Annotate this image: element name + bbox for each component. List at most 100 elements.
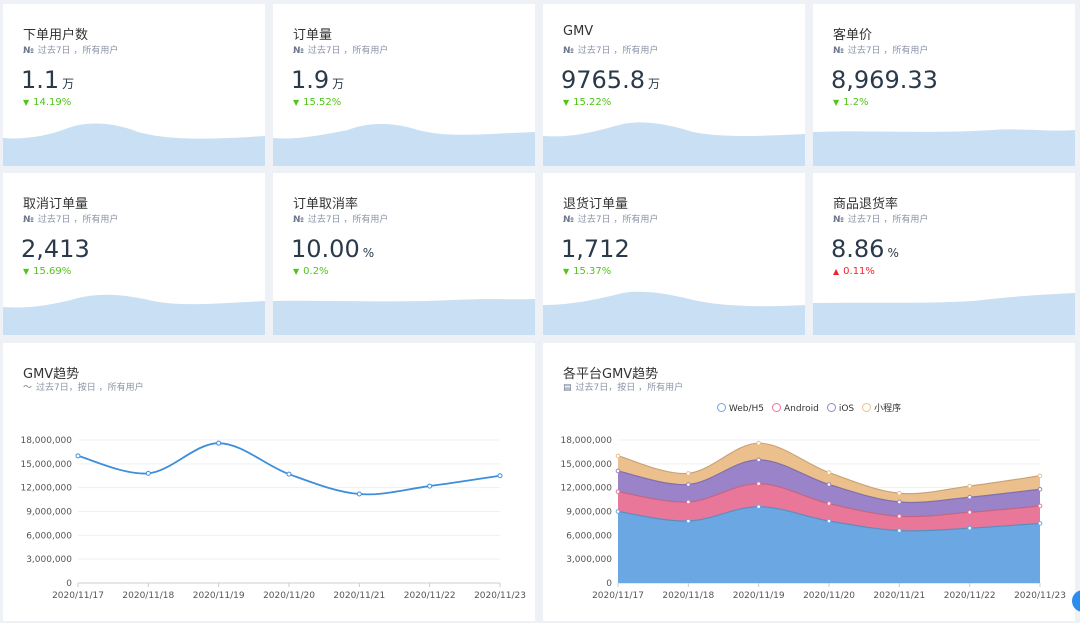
- data-point: [145, 470, 151, 476]
- data-point: [1037, 503, 1043, 509]
- y-tick-label: 3,000,000: [566, 555, 612, 565]
- data-point: [967, 494, 972, 500]
- metric-unit: 万: [332, 77, 345, 91]
- metric-wave: [3, 123, 265, 166]
- metric-subtitle: № 过去7日 ，所有用户: [833, 212, 928, 225]
- metric-change: ▼ 1.2%: [833, 97, 869, 108]
- metric-value-number: 2,413: [21, 235, 90, 263]
- legend-label: 小程序: [874, 404, 902, 414]
- metric-icon: №: [563, 215, 574, 225]
- metric-subtitle: № 过去7日 ，所有用户: [293, 43, 388, 56]
- data-point: [1037, 473, 1043, 479]
- metric-change-value: 0.2%: [303, 266, 329, 277]
- x-tick-label: 2020/11/18: [662, 591, 714, 601]
- data-point: [897, 499, 902, 505]
- data-point: [216, 440, 222, 446]
- legend-marker: [862, 403, 872, 412]
- metric-wave: [3, 294, 265, 335]
- y-tick-label: 6,000,000: [26, 531, 72, 541]
- metric-value-number: 8,969.33: [831, 66, 938, 94]
- x-tick-label: 2020/11/19: [733, 591, 785, 601]
- metric-icon: №: [293, 46, 304, 56]
- data-point: [897, 490, 902, 496]
- chart-legend: Web/H5 Android iOS 小程序: [543, 401, 1075, 414]
- metric-subtitle-text: 过去7日 ，所有用户: [577, 215, 659, 225]
- metric-value-number: 1.9: [291, 66, 330, 94]
- metric-subtitle-text: 过去7日 ，所有用户: [847, 215, 929, 225]
- metric-value-number: 8.86: [831, 235, 885, 263]
- x-tick-label: 2020/11/21: [873, 591, 925, 601]
- platform-gmv-panel: 各平台GMV趋势 ▤ 过去7日，按日 ，所有用户 Web/H5 Android iOS…: [543, 343, 1075, 621]
- metric-change: ▲ 0.11%: [833, 266, 875, 277]
- data-point: [286, 471, 292, 477]
- x-tick-label: 2020/11/17: [52, 591, 104, 601]
- legend-label: Web/H5: [728, 404, 765, 414]
- metric-value: 1.9 万: [291, 66, 344, 94]
- metric-change: ▼ 15.52%: [293, 97, 341, 108]
- y-tick-label: 9,000,000: [566, 508, 612, 518]
- metric-subtitle: № 过去7日 ，所有用户: [833, 43, 928, 56]
- x-tick-label: 2020/11/23: [1014, 591, 1066, 601]
- legend-item[interactable]: Web/H5: [716, 403, 765, 414]
- metric-change-value: 15.52%: [303, 97, 342, 108]
- triangle-down-icon: ▼: [563, 98, 570, 107]
- data-point: [75, 453, 81, 459]
- metric-unit: 万: [647, 77, 660, 91]
- y-tick-label: 0: [606, 579, 612, 589]
- y-tick-label: 12,000,000: [560, 484, 612, 494]
- data-point: [686, 482, 691, 487]
- gmv-trend-panel: GMV趋势 〜过去7日，按日 ，所有用户 0 3,000,000 6,000,000…: [3, 343, 535, 621]
- legend-item[interactable]: iOS: [826, 403, 855, 414]
- legend-marker: [826, 403, 836, 412]
- legend-marker: [772, 403, 782, 412]
- data-point: [497, 473, 503, 479]
- metric-change: ▼ 0.2%: [293, 266, 329, 277]
- triangle-up-icon: ▲: [833, 267, 840, 276]
- metric-icon: №: [23, 46, 34, 56]
- area-series: [618, 506, 1040, 583]
- metric-subtitle-text: 过去7日 ，所有用户: [847, 46, 929, 56]
- metric-change: ▼ 14.19%: [23, 97, 71, 108]
- y-tick-label: 3,000,000: [26, 555, 72, 565]
- metric-value: 8,969.33: [831, 66, 941, 94]
- metric-value-number: 1,712: [561, 235, 630, 263]
- platform-gmv-subtitle-text: 过去7日，按日 ，所有用户: [575, 383, 684, 393]
- data-point: [756, 481, 761, 486]
- triangle-down-icon: ▼: [563, 267, 570, 276]
- data-point: [615, 489, 621, 494]
- triangle-down-icon: ▼: [23, 98, 30, 107]
- legend-item[interactable]: 小程序: [862, 401, 901, 414]
- data-point: [356, 491, 362, 497]
- metric-value: 2,413: [21, 235, 93, 263]
- data-point: [756, 457, 761, 463]
- data-point: [967, 525, 972, 531]
- stacked-area-chart-icon: ▤: [563, 383, 572, 393]
- metric-card: GMV № 过去7日 ，所有用户 9765.8 万 ▼ 15.22%: [543, 4, 805, 166]
- metric-change-value: 15.69%: [33, 266, 72, 277]
- data-point: [826, 501, 832, 506]
- metric-value: 1.1 万: [21, 66, 74, 94]
- metric-card: 取消订单量 № 过去7日 ，所有用户 2,413 ▼ 15.69%: [3, 173, 265, 335]
- data-point: [967, 483, 972, 489]
- metric-card: 退货订单量 № 过去7日 ，所有用户 1,712 ▼ 15.37%: [543, 173, 805, 335]
- metric-title: 商品退货率: [833, 197, 899, 212]
- y-tick-label: 12,000,000: [20, 484, 72, 494]
- data-point: [615, 468, 621, 474]
- platform-gmv-subtitle: ▤ 过去7日，按日 ，所有用户: [563, 380, 683, 393]
- gmv-line: [77, 442, 501, 496]
- legend-item[interactable]: Android: [772, 403, 819, 414]
- metric-subtitle: № 过去7日 ，所有用户: [293, 212, 388, 225]
- data-point: [756, 504, 761, 510]
- data-point: [686, 499, 691, 505]
- floating-action-button[interactable]: [1072, 590, 1080, 612]
- metric-change-value: 14.19%: [33, 97, 72, 108]
- metric-change-value: 15.37%: [573, 266, 612, 277]
- metric-unit: 万: [62, 77, 75, 91]
- metric-change-value: 0.11%: [843, 266, 875, 277]
- triangle-down-icon: ▼: [293, 267, 300, 276]
- triangle-down-icon: ▼: [293, 98, 300, 107]
- metric-change: ▼ 15.69%: [23, 266, 71, 277]
- metric-title: GMV: [563, 24, 594, 39]
- metric-value-number: 9765.8: [561, 66, 645, 94]
- legend-label: iOS: [838, 404, 855, 414]
